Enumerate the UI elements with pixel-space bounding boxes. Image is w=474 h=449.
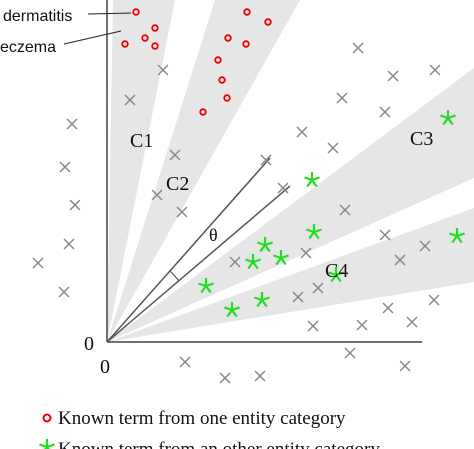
cross-marker [58,286,70,298]
star-marker [198,278,214,294]
legend-marker [42,413,52,423]
cross-marker [254,370,266,382]
circle-marker [264,18,272,26]
star-marker [254,292,270,308]
cross-marker [336,92,348,104]
cross-marker [352,42,364,54]
cluster-label: C3 [410,128,433,150]
cluster-label: C4 [325,260,348,282]
cone-c4 [107,208,474,342]
term-label: dermatitis [3,8,72,25]
cross-marker [296,126,308,138]
circle-marker [141,34,149,42]
cross-marker [356,319,368,331]
star-marker [39,439,55,449]
cross-marker [339,204,351,216]
cone-c1 [107,0,175,342]
star-marker [245,254,261,270]
cross-marker [69,199,81,211]
circle-marker [218,76,226,84]
cross-marker [66,118,78,130]
cross-marker [176,206,188,218]
star-marker [224,302,240,318]
circle-marker [121,40,129,48]
cross-marker [157,64,169,76]
cross-marker [124,94,136,106]
origin-label: 0 [84,333,94,355]
legend-text: Known term from one entity category [58,408,346,429]
cross-marker [419,240,431,252]
origin-label: 0 [100,356,110,378]
circle-marker [214,56,222,64]
angle-arc [169,270,180,282]
cross-marker [406,316,418,328]
cross-marker [63,238,75,250]
cross-marker [428,294,440,306]
cross-marker [229,256,241,268]
cross-marker [387,70,399,82]
cross-marker [379,229,391,241]
circle-marker [132,8,140,16]
cluster-label: C1 [130,130,153,152]
star-marker [449,228,465,244]
cross-marker [219,372,231,384]
cross-marker [429,64,441,76]
cross-marker [307,320,319,332]
cross-marker [292,291,304,303]
cross-marker [179,356,191,368]
cross-marker [312,282,324,294]
term-label: eczema [0,39,56,56]
markers [32,8,465,384]
star-marker [328,267,344,283]
circle-marker [223,94,231,102]
cross-marker [151,189,163,201]
circle-marker [199,108,207,116]
circle-marker [242,40,250,48]
cross-marker [379,106,391,118]
leader-line [87,12,132,15]
cross-marker [169,149,181,161]
cross-marker [344,347,356,359]
legend-text: Known term from an other entity category [58,439,380,449]
cross-marker [382,302,394,314]
cross-marker [399,360,411,372]
star-marker [306,224,322,240]
star-marker [304,172,320,188]
vector [106,157,271,343]
circle-marker [224,34,232,42]
circle-marker [151,42,159,50]
leader-line [63,30,122,45]
cross-marker [300,247,312,259]
star-marker [257,237,273,253]
cross-marker [327,142,339,154]
cones [107,0,474,342]
angle-label: θ [209,225,218,245]
cone-c3 [107,68,474,342]
cluster-label: C2 [166,173,189,195]
cross-marker [260,154,272,166]
cone-c2 [107,0,300,342]
star-marker [273,250,289,266]
cross-marker [277,182,289,194]
star-marker [440,110,456,126]
circle-marker [243,8,251,16]
cross-marker [59,161,71,173]
circle-marker [151,24,159,32]
cross-marker [32,257,44,269]
legend-marker [39,439,55,449]
vector [106,185,291,343]
cross-marker [394,254,406,266]
